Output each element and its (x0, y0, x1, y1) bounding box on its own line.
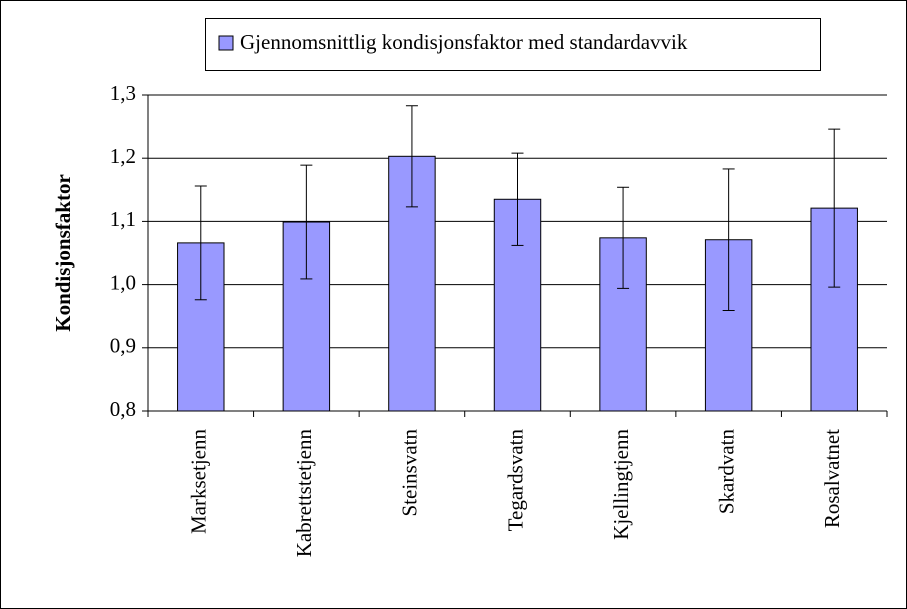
legend-swatch (218, 35, 234, 51)
x-tick-label: Steinsvatn (398, 429, 422, 517)
x-tick-label: Kabrettstetjenn (292, 429, 316, 558)
legend-box (205, 18, 821, 71)
x-tick-label: Tegardsvatn (503, 429, 527, 532)
legend-label: Gjennomsnittlig kondisjonsfaktor med sta… (240, 30, 688, 54)
y-axis-label: Kondisjonsfaktor (51, 174, 75, 332)
y-tick-label: 1,3 (110, 81, 136, 105)
x-tick-label: Marksetjenn (187, 429, 211, 534)
y-tick-label: 1,1 (110, 207, 136, 231)
y-tick-label: 0,8 (110, 397, 136, 421)
y-tick-label: 1,2 (110, 144, 136, 168)
x-tick-label: Kjellingtjenn (609, 429, 633, 540)
y-tick-label: 1,0 (110, 270, 136, 294)
y-tick-label: 0,9 (110, 334, 136, 358)
x-tick-label: Skardvatn (714, 429, 738, 515)
x-tick-label: Rosalvatnet (820, 429, 844, 528)
